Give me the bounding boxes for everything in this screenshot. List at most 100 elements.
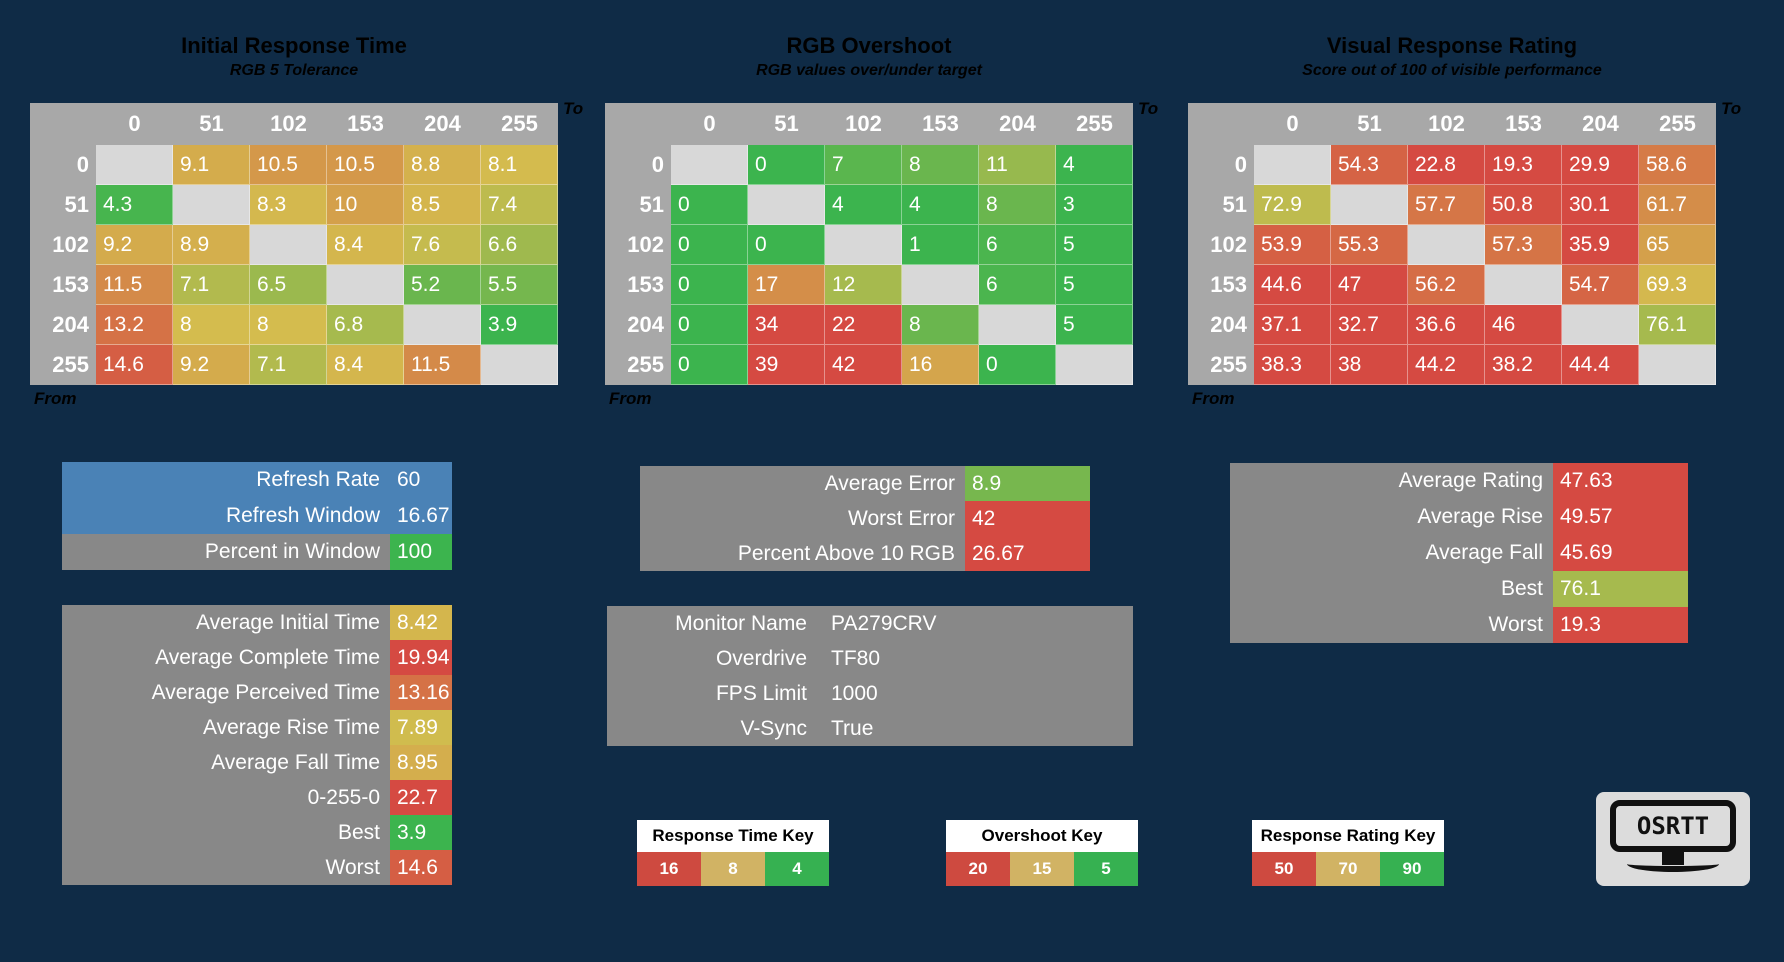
heatmap-diagonal-cell xyxy=(96,145,173,185)
stat-value: 76.1 xyxy=(1553,571,1688,607)
stat-row: Monitor Name PA279CRV xyxy=(607,606,1133,641)
stat-row: FPS Limit 1000 xyxy=(607,676,1133,711)
stat-row: Average Perceived Time 13.16 xyxy=(62,675,452,710)
heatmap-row-header: 153 xyxy=(30,265,96,305)
heatmap-cell: 57.7 xyxy=(1408,185,1485,225)
heatmap-cell: 30.1 xyxy=(1562,185,1639,225)
heatmap-cell: 5 xyxy=(1056,305,1133,345)
rating-stats-panel: Average Rating 47.63 Average Rise 49.57 Aver… xyxy=(1230,463,1688,643)
key-chip: 20 xyxy=(946,852,1010,886)
heatmap-cell: 22.8 xyxy=(1408,145,1485,185)
stat-label: Refresh Rate xyxy=(256,468,380,491)
heatmap-cell: 11.5 xyxy=(96,265,173,305)
heatmap-title: RGB Overshoot xyxy=(786,33,952,58)
heatmap-diagonal-cell xyxy=(173,185,250,225)
heatmap-cell: 32.7 xyxy=(1331,305,1408,345)
heatmap-cell: 0 xyxy=(671,225,748,265)
heatmap-col-header: 51 xyxy=(748,103,825,145)
heatmap-cell: 8.5 xyxy=(404,185,481,225)
stat-row: Average Rise Time 7.89 xyxy=(62,710,452,745)
heatmap-cell: 1 xyxy=(902,225,979,265)
key-title: Overshoot Key xyxy=(946,820,1138,852)
heatmap-row-header: 102 xyxy=(30,225,96,265)
heatmap-diagonal-cell xyxy=(748,185,825,225)
stat-row: 0-255-0 22.7 xyxy=(62,780,452,815)
heatmap-row-header: 51 xyxy=(30,185,96,225)
heatmap-cell: 50.8 xyxy=(1485,185,1562,225)
stat-value: 8.95 xyxy=(390,745,452,780)
heatmap-diagonal-cell xyxy=(902,265,979,305)
heatmap-col-header: 204 xyxy=(979,103,1056,145)
heatmap-cell: 6.6 xyxy=(481,225,558,265)
heatmap-diagonal-cell xyxy=(1254,145,1331,185)
stat-label: Percent in Window xyxy=(62,534,390,570)
heatmap-subtitle: RGB 5 Tolerance xyxy=(229,62,359,79)
key-chips: 16 8 4 xyxy=(637,852,829,886)
heatmap-cell: 4 xyxy=(825,185,902,225)
heatmap-cell: 8 xyxy=(902,305,979,345)
stat-row: Refresh Rate 60 xyxy=(62,462,452,498)
heatmap-cell: 6.5 xyxy=(250,265,327,305)
heatmap-cell: 72.9 xyxy=(1254,185,1331,225)
stat-label: Average Rise xyxy=(1230,499,1553,535)
heatmap-diagonal-cell xyxy=(1331,185,1408,225)
stat-value: 16.67 xyxy=(397,504,450,527)
heatmap-cell: 6 xyxy=(979,225,1056,265)
heatmap-diagonal-cell xyxy=(481,345,558,385)
stat-value: True xyxy=(831,716,874,740)
stat-label: Average Fall xyxy=(1230,535,1553,571)
axis-to-label: To xyxy=(1138,99,1159,118)
heatmap-cell: 44.6 xyxy=(1254,265,1331,305)
heatmap-cell: 39 xyxy=(748,345,825,385)
heatmap-cell: 8.3 xyxy=(250,185,327,225)
stat-value: 19.3 xyxy=(1553,607,1688,643)
heatmap-diagonal-cell xyxy=(1639,345,1716,385)
heatmap-cell: 42 xyxy=(825,345,902,385)
heatmap-cell: 3 xyxy=(1056,185,1133,225)
stat-row: Average Error 8.9 xyxy=(640,466,1090,501)
stat-value: 7.89 xyxy=(390,710,452,745)
heatmap-grid: 0 51 102 153 204 255 0 9.1 10.5 10.5 8.8 8.1 51 4.3 8.… xyxy=(30,103,558,385)
key-chip: 15 xyxy=(1010,852,1074,886)
initial-response-time-heatmap: Initial Response Time RGB 5 Tolerance To… xyxy=(30,0,583,414)
heatmap-cell: 8 xyxy=(902,145,979,185)
heatmap-cell: 17 xyxy=(748,265,825,305)
heatmap-cell: 7 xyxy=(825,145,902,185)
heatmap-cell: 8.1 xyxy=(481,145,558,185)
response-rating-key: Response Rating Key 50 70 90 xyxy=(1252,820,1444,886)
heatmap-cell: 0 xyxy=(671,265,748,305)
stat-label: Worst xyxy=(1230,607,1553,643)
heatmap-col-header: 0 xyxy=(1254,103,1331,145)
stat-value: PA279CRV xyxy=(831,611,937,635)
heatmap-cell: 53.9 xyxy=(1254,225,1331,265)
stat-row: Average Fall Time 8.95 xyxy=(62,745,452,780)
heatmap-corner xyxy=(30,103,96,145)
heatmap-row-header: 102 xyxy=(605,225,671,265)
heatmap-row-header: 204 xyxy=(605,305,671,345)
heatmap-cell: 54.3 xyxy=(1331,145,1408,185)
rgb-overshoot-heatmap: RGB Overshoot RGB values over/under targ… xyxy=(605,0,1158,414)
heatmap-cell: 57.3 xyxy=(1485,225,1562,265)
axis-from-label: From xyxy=(34,389,77,408)
stat-label: Best xyxy=(1230,571,1553,607)
stat-row: Percent in Window 100 xyxy=(62,534,452,570)
heatmap-corner xyxy=(1188,103,1254,145)
heatmap-col-header: 0 xyxy=(96,103,173,145)
heatmap-col-header: 102 xyxy=(1408,103,1485,145)
heatmap-cell: 11.5 xyxy=(404,345,481,385)
stat-label: 0-255-0 xyxy=(62,780,390,815)
stat-value: 14.6 xyxy=(390,850,452,885)
visual-response-rating-heatmap: Visual Response Rating Score out of 100 … xyxy=(1188,0,1741,414)
heatmap-row-header: 255 xyxy=(1188,345,1254,385)
heatmap-cell: 0 xyxy=(671,345,748,385)
stat-label: Overdrive xyxy=(715,646,807,670)
heatmap-cell: 5 xyxy=(1056,265,1133,305)
stat-row: Worst 14.6 xyxy=(62,850,452,885)
heatmap-cell: 36.6 xyxy=(1408,305,1485,345)
stat-row: Average Rating 47.63 xyxy=(1230,463,1688,499)
key-chip: 16 xyxy=(637,852,701,886)
heatmap-cell: 58.6 xyxy=(1639,145,1716,185)
heatmap-col-header: 153 xyxy=(1485,103,1562,145)
stat-label: V-Sync xyxy=(740,716,807,740)
heatmap-cell: 0 xyxy=(748,225,825,265)
